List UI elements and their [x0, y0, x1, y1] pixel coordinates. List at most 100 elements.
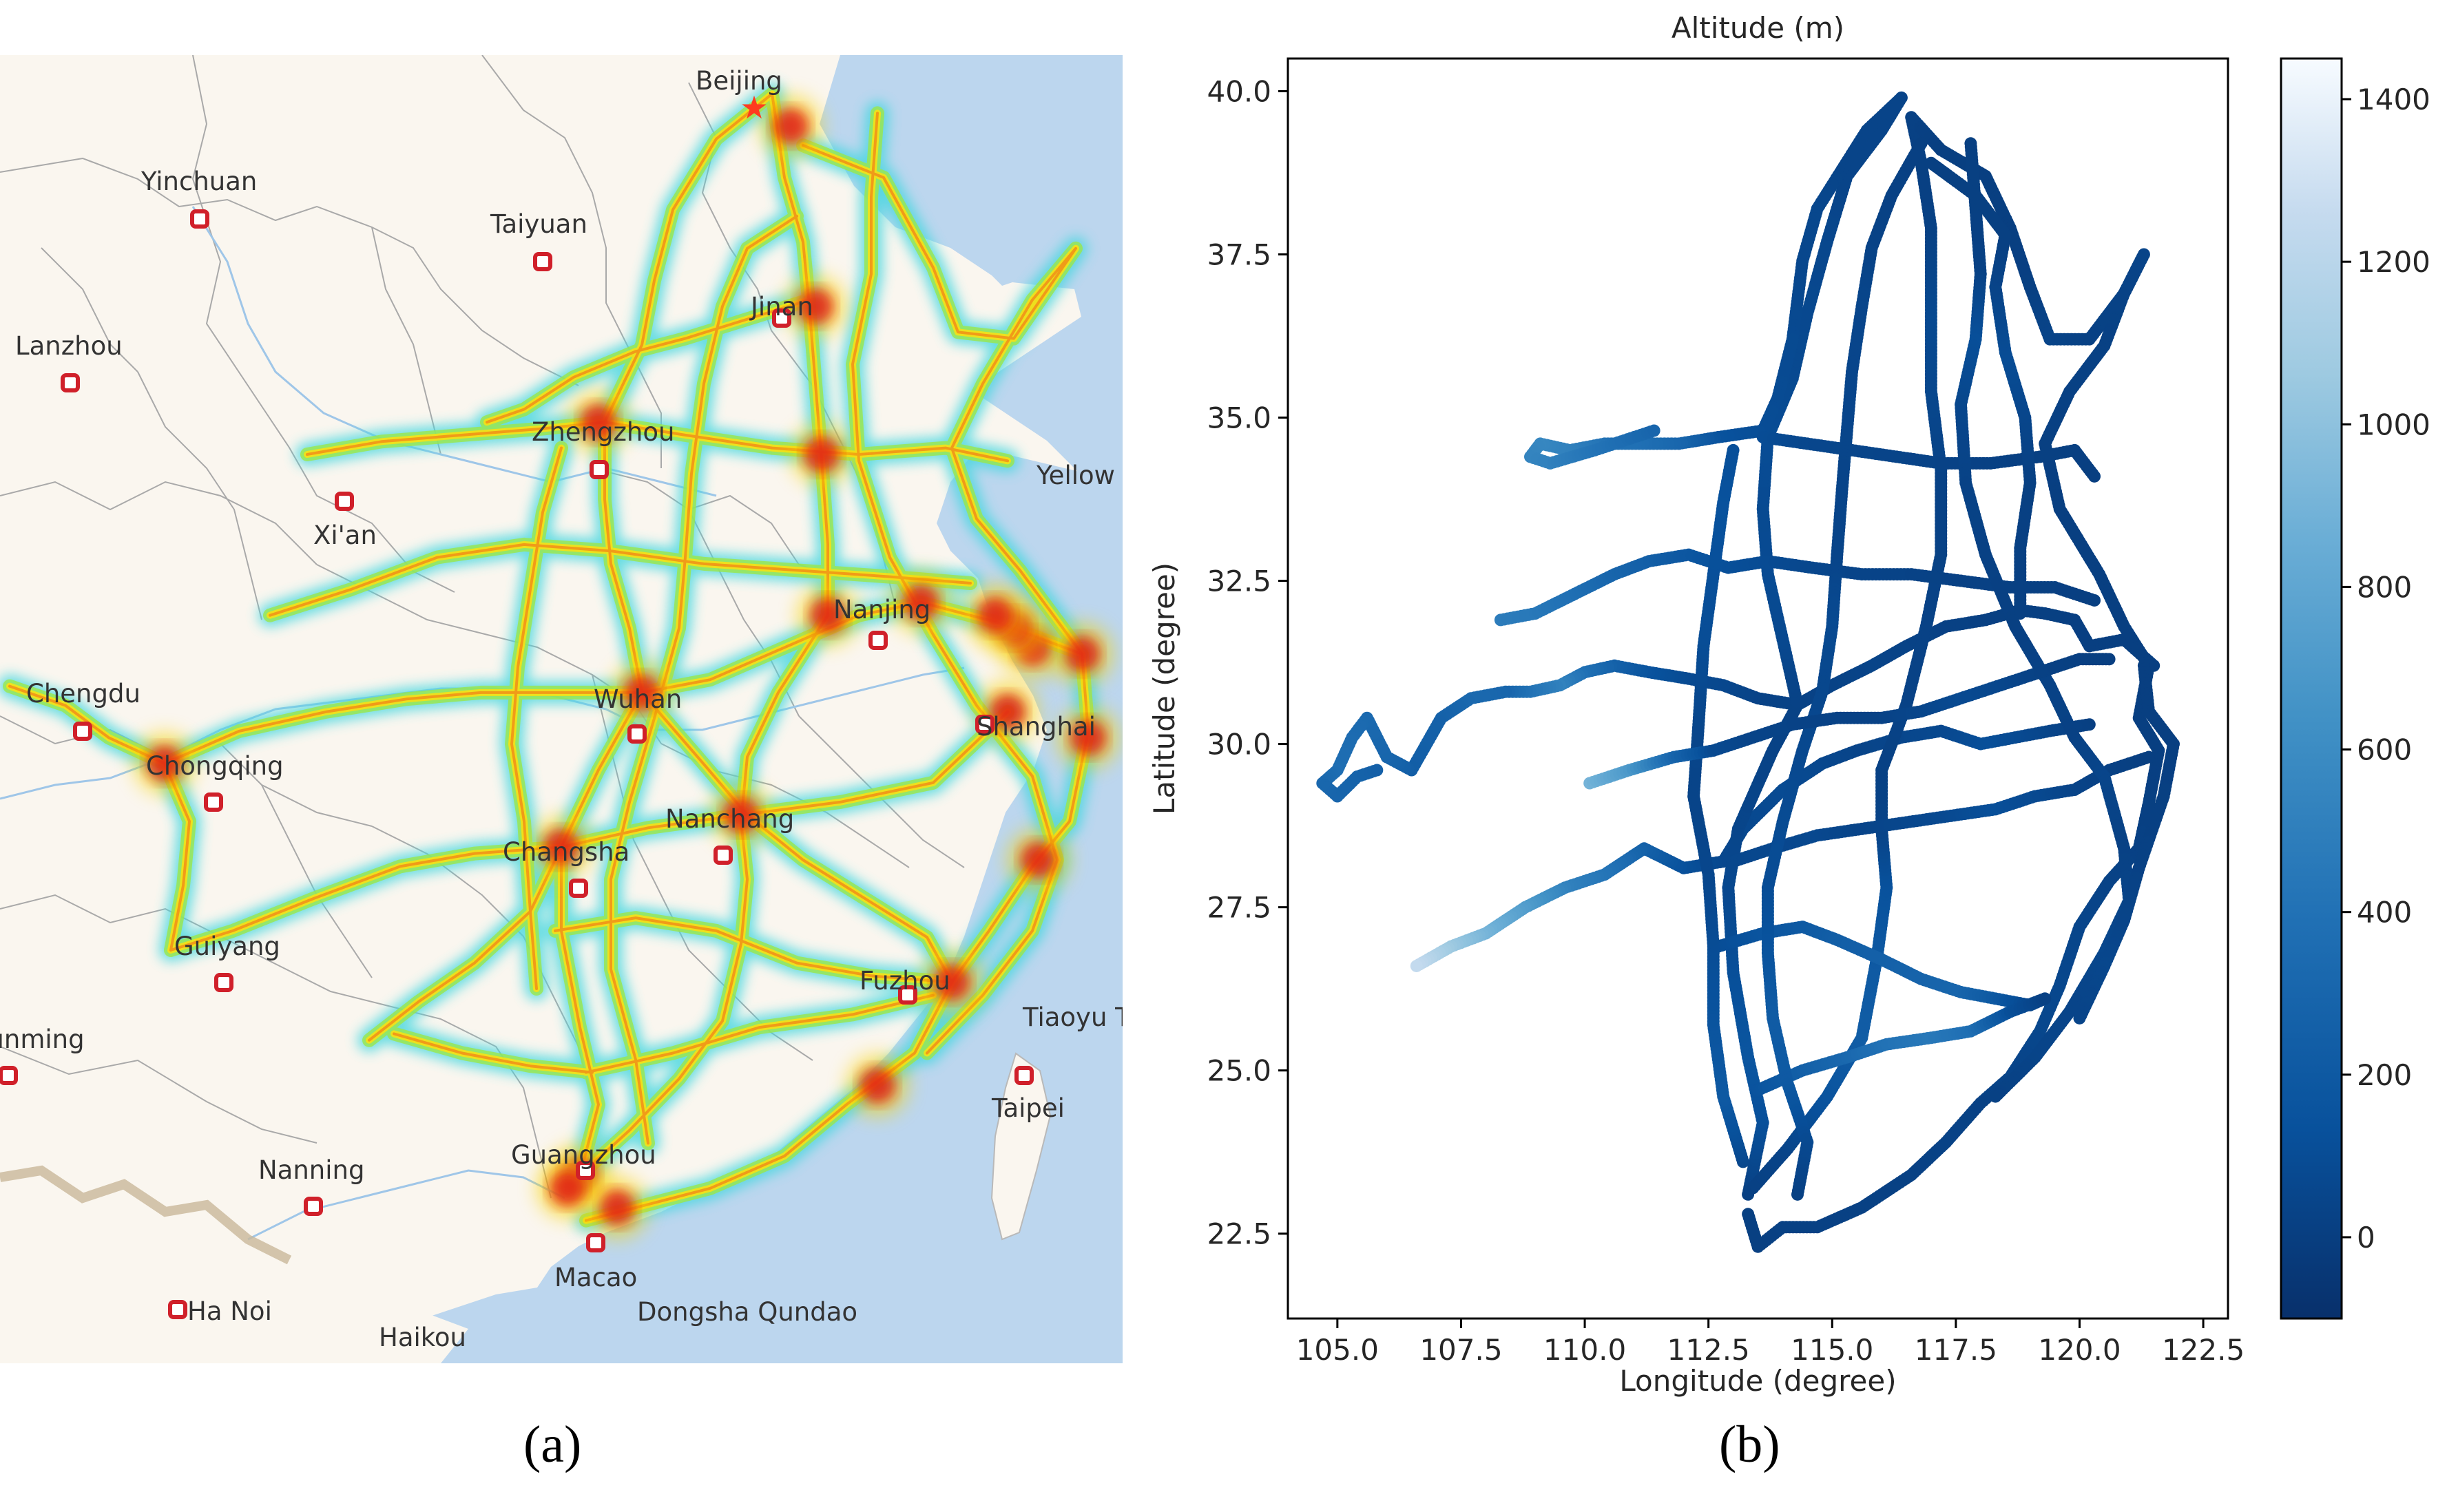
trajectory-series	[1583, 653, 2116, 790]
city-label-taipei: Taipei	[991, 1093, 1065, 1123]
city-marker-icon	[168, 1300, 187, 1319]
city-label-ha-noi: Ha Noi	[187, 1296, 272, 1326]
colorbar	[2280, 57, 2343, 1320]
colorbar-tick-label: 0	[2357, 1221, 2375, 1254]
y-tick-label: 37.5	[1207, 238, 1271, 271]
y-axis-label: Latitude (degree)	[1147, 563, 1181, 815]
colorbar-tick-label: 600	[2357, 733, 2412, 767]
bohai-sea	[820, 55, 1123, 496]
city-label-fuzhou: Fuzhou	[860, 966, 950, 996]
trajectory-series	[1524, 91, 1908, 470]
data-point	[2088, 470, 2101, 483]
trajectory-series	[1747, 111, 1948, 1195]
y-tick-label: 25.0	[1207, 1054, 1271, 1088]
city-label-nanchang: Nanchang	[665, 804, 794, 834]
city-marker-icon	[1014, 1066, 1034, 1085]
city-marker-icon	[304, 1197, 323, 1216]
city-label-nanjing: Nanjing	[833, 595, 930, 624]
x-tick-label: 107.5	[1419, 1333, 1502, 1367]
x-axis-label: Longitude (degree)	[1619, 1364, 1896, 1398]
city-marker-icon	[627, 724, 647, 744]
data-point	[1791, 1188, 1804, 1201]
city-marker-icon	[868, 631, 888, 650]
data-point	[2103, 653, 2116, 666]
taiwan-island	[990, 1052, 1052, 1241]
city-marker-icon	[714, 846, 733, 865]
city-marker-icon	[586, 1233, 605, 1252]
data-point	[1727, 443, 1740, 456]
data-point	[2143, 750, 2156, 764]
city-label-xi-an: Xi'an	[313, 521, 377, 550]
data-point	[1989, 1090, 2002, 1103]
data-point	[2088, 594, 2101, 607]
city-marker-icon	[335, 492, 354, 511]
city-label-yinchuan: Yinchuan	[140, 167, 257, 196]
city-marker-icon	[204, 792, 223, 812]
city-marker-icon	[61, 373, 80, 392]
y-tick-label: 40.0	[1207, 74, 1271, 108]
data-point	[2073, 1011, 2086, 1025]
city-label-tiaoyu-tao: Tiaoyu Tao	[1022, 1002, 1158, 1032]
city-markers: ★Beijing Yinchuan Taiyuan Jinan Lanzhou Zheng…	[0, 66, 1158, 1352]
colorbar-tick-label: 1200	[2357, 245, 2430, 279]
y-tick-label: 32.5	[1207, 565, 1271, 598]
y-tick-label: 22.5	[1207, 1217, 1271, 1251]
y-tick-label: 30.0	[1207, 728, 1271, 762]
city-label-yellow: Yellow	[1036, 461, 1115, 490]
scatter-points	[1316, 91, 2180, 1253]
panel-b-caption: (b)	[1719, 1416, 1780, 1473]
city-marker-icon	[533, 252, 552, 271]
x-tick-label: 112.5	[1667, 1333, 1750, 1367]
map-canvas: ★Beijing Yinchuan Taiyuan Jinan Lanzhou Zheng…	[0, 55, 1158, 1363]
data-point	[1742, 1208, 1755, 1221]
x-tick-label: 120.0	[2038, 1333, 2121, 1367]
trajectory-series	[1316, 604, 2160, 803]
trajectory-series	[1687, 443, 1749, 1168]
east-china-sea	[248, 448, 1123, 1363]
x-tick-label: 122.5	[2162, 1333, 2245, 1367]
city-label-guiyang: Guiyang	[174, 932, 280, 961]
city-label-wuhan: Wuhan	[594, 684, 682, 714]
panel-a-caption: (a)	[523, 1416, 582, 1473]
city-marker-icon	[590, 460, 609, 479]
city-label-chengdu: Chengdu	[26, 679, 140, 708]
national-border	[0, 1165, 292, 1265]
city-marker-icon	[214, 973, 233, 992]
colorbar-tick-label: 400	[2357, 896, 2412, 930]
city-marker-icon	[898, 985, 917, 1005]
chart-title: Altitude (m)	[1672, 11, 1844, 45]
city-label-changsha: Changsha	[503, 837, 629, 867]
capital-star-icon: ★	[740, 89, 768, 126]
y-tick-label: 27.5	[1207, 891, 1271, 925]
data-point	[1371, 764, 1384, 777]
x-tick-label: 117.5	[1915, 1333, 1997, 1367]
city-label-lanzhou: Lanzhou	[15, 331, 123, 361]
city-label-nanning: Nanning	[258, 1155, 364, 1185]
colorbar-tick-label: 800	[2357, 570, 2412, 604]
city-label-haikou: Haikou	[379, 1323, 466, 1352]
trajectory-series	[2073, 659, 2180, 1025]
city-label-zhengzhou: Zhengzhou	[532, 417, 674, 447]
trajectory-series	[1712, 921, 2052, 1011]
trajectory-series	[1761, 137, 1928, 1201]
road-density-heat	[0, 82, 1118, 1238]
x-tick-label: 105.0	[1296, 1333, 1379, 1367]
x-tick-label: 110.0	[1543, 1333, 1626, 1367]
city-marker-icon	[0, 1066, 18, 1085]
city-marker-icon	[576, 1161, 595, 1180]
hainan-island	[227, 1308, 468, 1363]
city-label-dongsha-qundao: Dongsha Qundao	[637, 1297, 857, 1327]
colorbar-tick-label: 1400	[2357, 83, 2430, 116]
city-marker-icon	[190, 209, 209, 229]
city-label-jinan: Jinan	[749, 292, 813, 322]
city-marker-icon	[569, 879, 588, 898]
city-label-kunming: Kunming	[0, 1025, 85, 1054]
city-label-taiyuan: Taiyuan	[490, 209, 587, 239]
trajectory-series	[1410, 718, 2096, 972]
x-tick-label: 115.0	[1791, 1333, 1873, 1367]
city-label-macao: Macao	[554, 1263, 637, 1292]
city-label-shanghai: Shanghai	[977, 712, 1096, 742]
city-marker-icon	[73, 722, 92, 741]
